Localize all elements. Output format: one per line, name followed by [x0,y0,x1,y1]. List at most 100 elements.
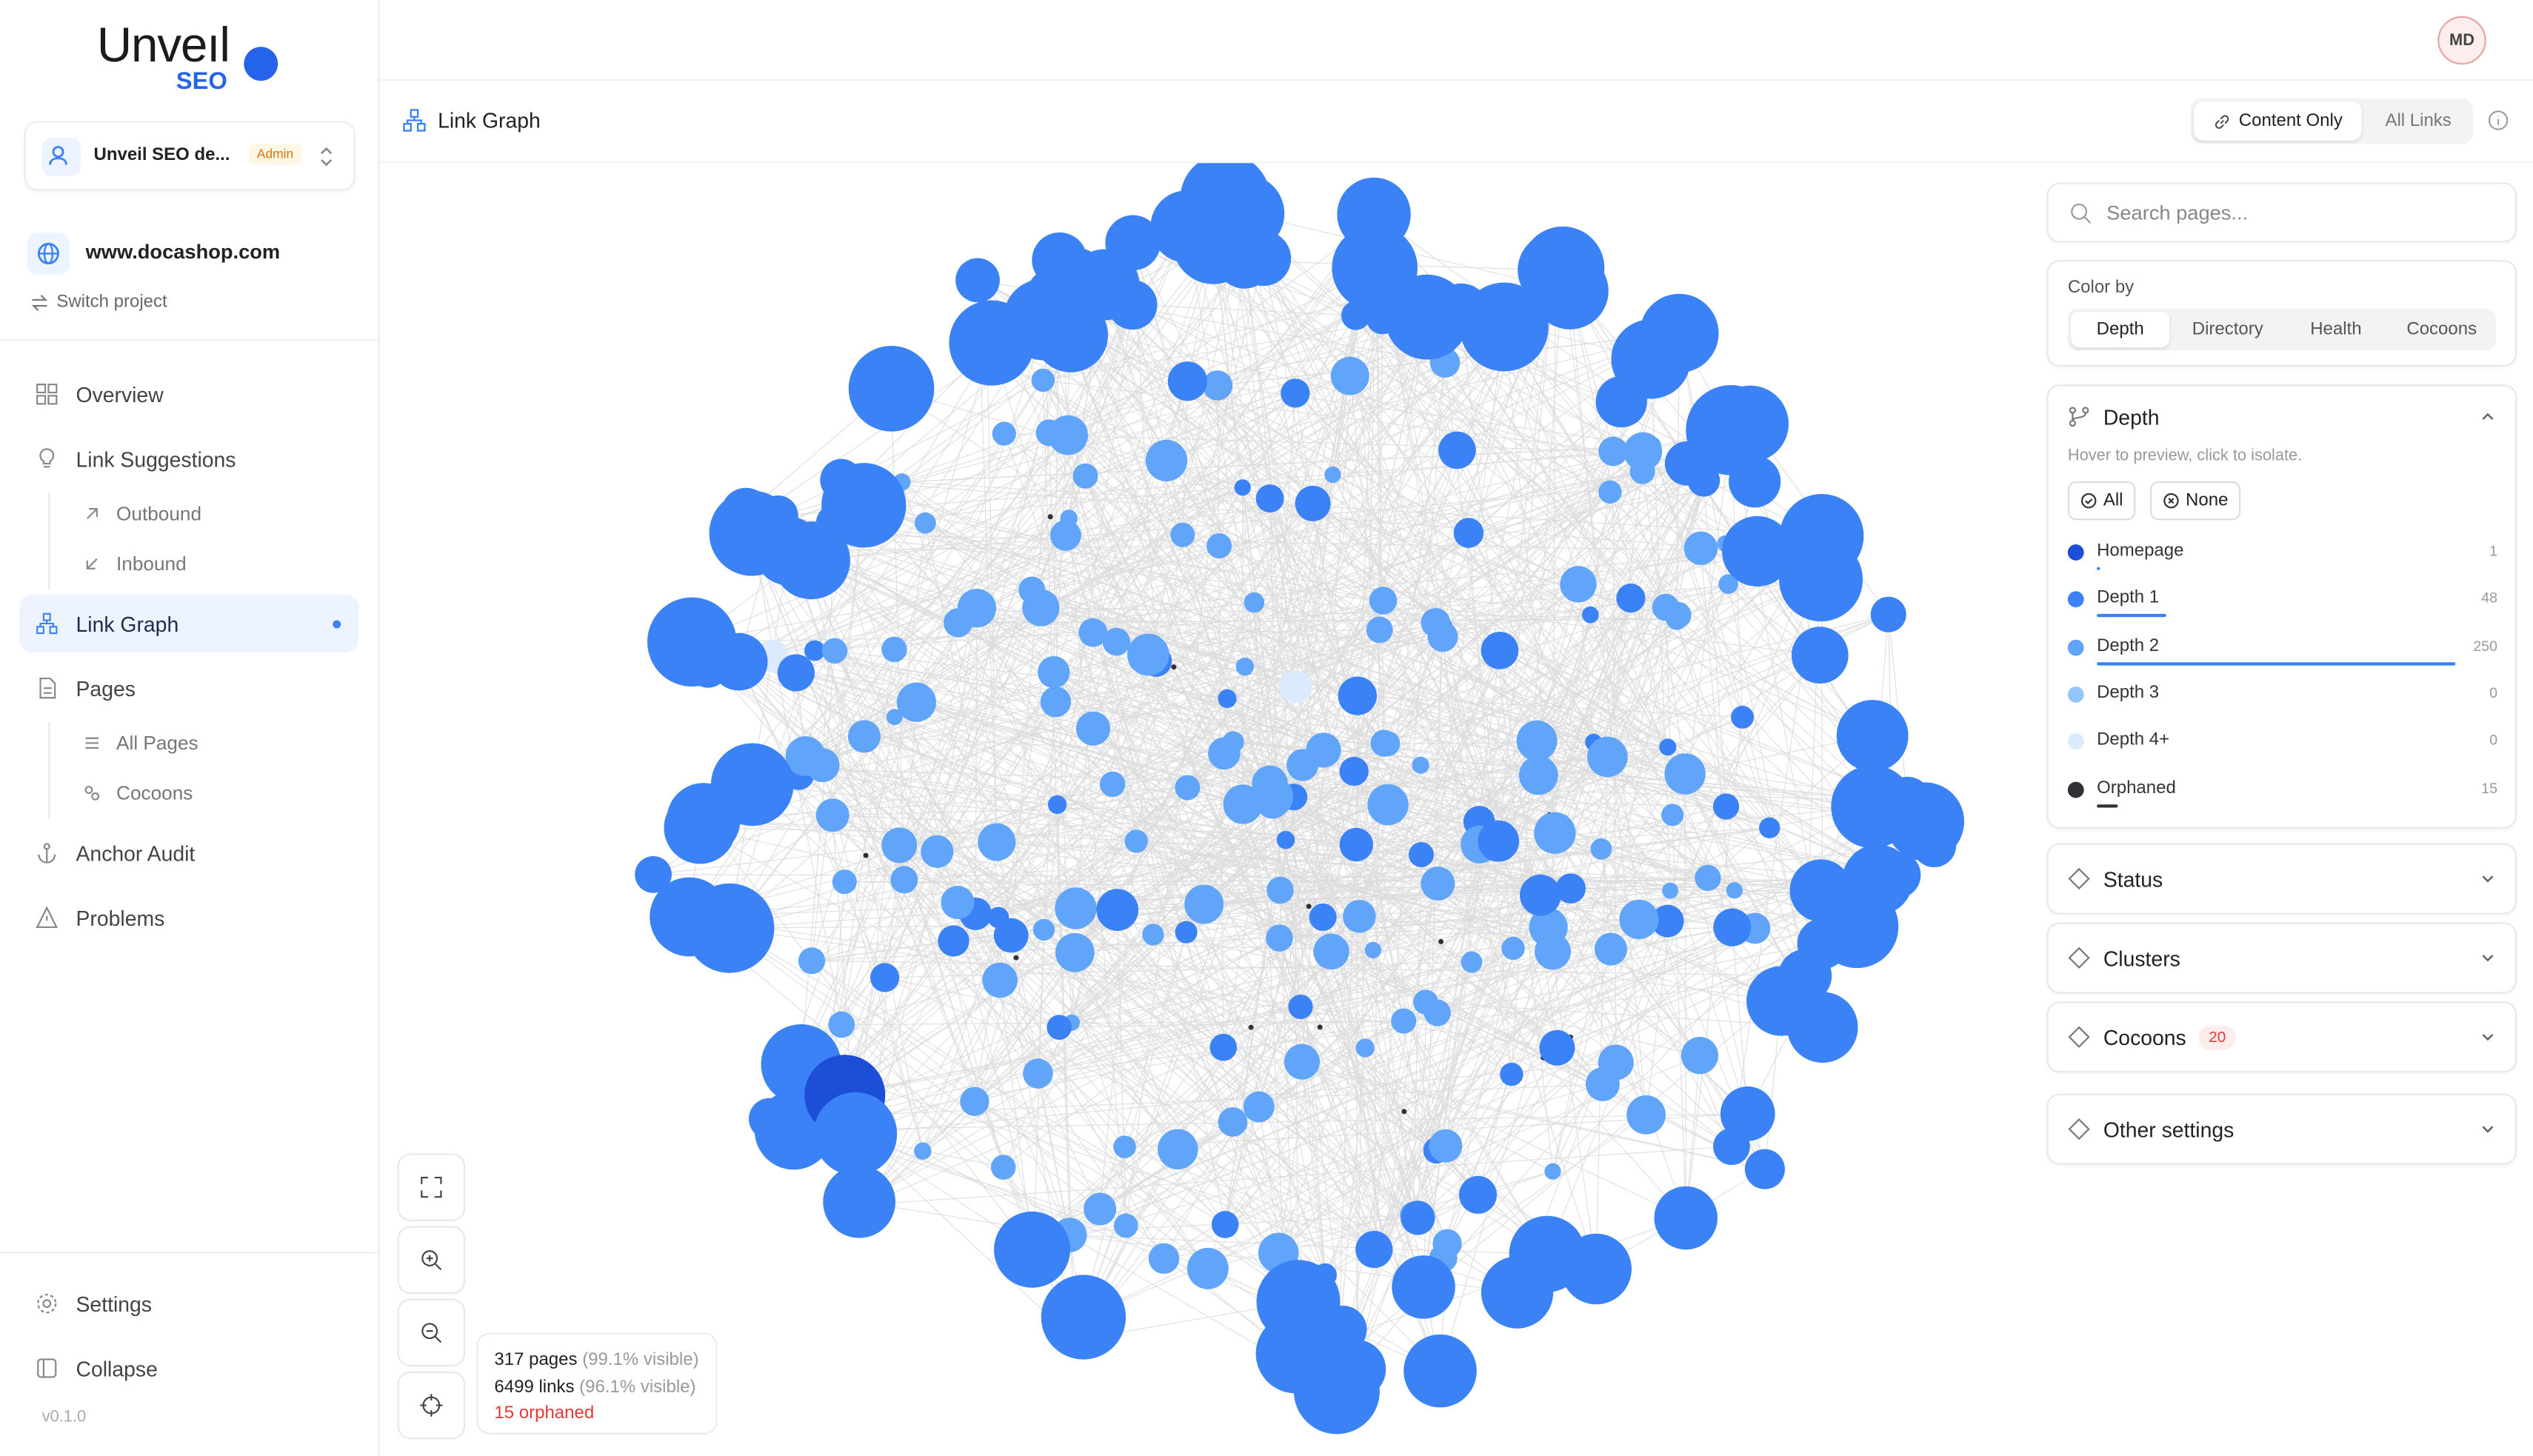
node[interactable] [1713,908,1752,946]
node[interactable] [1324,466,1341,484]
node[interactable] [1218,689,1237,708]
node[interactable] [978,823,1016,861]
node[interactable] [1355,1231,1393,1269]
node[interactable] [1611,319,1691,399]
node[interactable] [1587,736,1628,778]
search-input[interactable]: Search pages... [2046,182,2517,243]
node[interactable] [914,512,936,534]
section-card[interactable]: Other settings [2046,1093,2517,1165]
node[interactable] [1170,522,1195,547]
zoom-out-button[interactable] [397,1298,466,1367]
node[interactable] [1616,584,1646,613]
node[interactable] [815,798,850,832]
node[interactable] [1207,532,1232,559]
node[interactable] [1521,226,1605,310]
node[interactable] [1167,361,1207,401]
node[interactable] [821,638,848,664]
node[interactable] [1252,776,1293,818]
node[interactable] [1408,842,1434,868]
node[interactable] [1293,1348,1380,1435]
section-card[interactable]: Status [2046,843,2517,915]
node[interactable] [1187,1247,1229,1289]
tab[interactable]: Depth [2071,311,2170,347]
node[interactable] [1047,795,1067,815]
node[interactable] [828,1011,855,1038]
node[interactable] [863,852,869,858]
node[interactable] [785,736,826,776]
node[interactable] [1072,463,1098,489]
node[interactable] [1401,1109,1407,1115]
node[interactable] [1392,1255,1455,1319]
nav-settings[interactable]: Settings [19,1275,358,1333]
node[interactable] [1175,921,1198,944]
node[interactable] [1202,370,1233,401]
node[interactable] [1055,887,1097,929]
node[interactable] [921,835,954,868]
toggle-option[interactable]: All Links [2385,111,2452,131]
node[interactable] [1598,480,1622,504]
node[interactable] [1309,903,1337,931]
node[interactable] [1458,1175,1498,1214]
node[interactable] [1544,1163,1561,1180]
node[interactable] [1370,729,1398,757]
node[interactable] [1500,1062,1524,1086]
node[interactable] [1367,784,1409,826]
zoom-in-button[interactable] [397,1226,466,1295]
node[interactable] [993,918,1029,953]
node[interactable] [1255,484,1284,513]
node[interactable] [1038,655,1070,689]
nav-inbound[interactable]: Inbound [84,552,187,575]
node[interactable] [1031,368,1055,393]
nav-outbound[interactable]: Outbound [84,502,201,525]
node[interactable] [1142,924,1164,946]
node[interactable] [1055,932,1095,972]
node[interactable] [1145,439,1188,481]
node[interactable] [847,720,881,753]
node[interactable] [1339,756,1369,787]
node[interactable] [1461,951,1483,973]
node[interactable] [1720,1086,1775,1141]
node[interactable] [848,345,935,432]
node[interactable] [1266,876,1294,904]
link-graph[interactable] [380,163,2044,1455]
node[interactable] [1244,592,1265,613]
node[interactable] [1180,163,1271,244]
node[interactable] [1759,817,1781,839]
node[interactable] [1652,593,1680,621]
node[interactable] [1339,827,1373,862]
node[interactable] [1815,885,1899,969]
node[interactable] [1041,1275,1127,1360]
node[interactable] [1369,587,1398,615]
nav-overview[interactable]: Overview [19,365,358,424]
node[interactable] [1209,1033,1238,1061]
node[interactable] [1256,1260,1341,1344]
node[interactable] [1211,1211,1239,1238]
node[interactable] [813,1092,898,1176]
node[interactable] [1581,606,1599,624]
node[interactable] [1594,932,1628,966]
node[interactable] [1651,904,1684,938]
node[interactable] [949,300,1035,386]
node[interactable] [1013,955,1019,961]
node[interactable] [1791,627,1849,684]
nav-problems[interactable]: Problems [19,889,358,947]
node[interactable] [1722,515,1793,587]
tab[interactable]: Directory [2192,319,2263,340]
node[interactable] [1662,882,1678,899]
node[interactable] [1712,793,1740,820]
node[interactable] [1032,918,1055,941]
node[interactable] [1306,732,1341,768]
node[interactable] [1171,664,1177,670]
node[interactable] [832,869,857,895]
nav-anchor-audit[interactable]: Anchor Audit [19,824,358,882]
node[interactable] [881,636,907,663]
node[interactable] [1683,531,1718,565]
node[interactable] [1695,864,1721,892]
node[interactable] [1234,479,1251,496]
node[interactable] [1598,1044,1634,1081]
node[interactable] [1218,1107,1248,1137]
node[interactable] [635,855,672,893]
node[interactable] [777,654,815,692]
node[interactable] [1681,1037,1719,1075]
node[interactable] [994,1211,1070,1288]
